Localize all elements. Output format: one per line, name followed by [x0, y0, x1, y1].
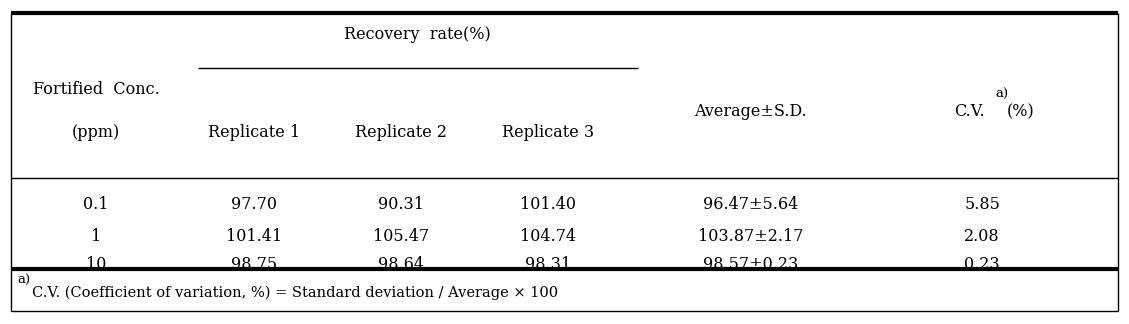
Text: 105.47: 105.47 — [373, 228, 429, 245]
Text: Replicate 3: Replicate 3 — [501, 124, 594, 141]
Text: 97.70: 97.70 — [231, 196, 277, 213]
Text: 5.85: 5.85 — [964, 196, 1000, 213]
Text: Replicate 1: Replicate 1 — [208, 124, 300, 141]
Text: 90.31: 90.31 — [378, 196, 423, 213]
Text: 0.1: 0.1 — [84, 196, 108, 213]
Text: 103.87±2.17: 103.87±2.17 — [698, 228, 804, 245]
Text: (%): (%) — [1007, 103, 1035, 120]
Text: (ppm): (ppm) — [72, 124, 120, 141]
Text: Recovery  rate(%): Recovery rate(%) — [344, 26, 491, 42]
Text: Replicate 2: Replicate 2 — [355, 124, 447, 141]
Text: 96.47±5.64: 96.47±5.64 — [703, 196, 798, 213]
Text: 98.57±0.23: 98.57±0.23 — [703, 256, 798, 272]
Text: 1: 1 — [90, 228, 102, 245]
Text: 101.41: 101.41 — [226, 228, 282, 245]
Text: 10: 10 — [86, 256, 106, 272]
Text: Fortified  Conc.: Fortified Conc. — [33, 81, 159, 98]
Text: 98.31: 98.31 — [525, 256, 570, 272]
Text: C.V.: C.V. — [954, 103, 984, 120]
Text: C.V. (Coefficient of variation, %) = Standard deviation / Average × 100: C.V. (Coefficient of variation, %) = Sta… — [32, 286, 558, 300]
Text: Average±S.D.: Average±S.D. — [694, 103, 807, 120]
Text: 2.08: 2.08 — [964, 228, 1000, 245]
Text: a): a) — [17, 274, 30, 287]
Text: 98.64: 98.64 — [378, 256, 423, 272]
Text: 0.23: 0.23 — [964, 256, 1000, 272]
Text: a): a) — [996, 87, 1009, 100]
Text: 104.74: 104.74 — [519, 228, 576, 245]
Text: 98.75: 98.75 — [231, 256, 277, 272]
Text: 101.40: 101.40 — [519, 196, 576, 213]
